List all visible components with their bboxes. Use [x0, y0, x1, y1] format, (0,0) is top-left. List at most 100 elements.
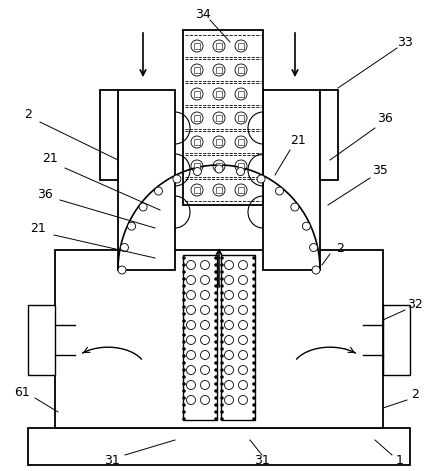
Bar	[216, 67, 222, 73]
Bar	[238, 43, 244, 49]
Circle shape	[220, 362, 223, 365]
Circle shape	[220, 277, 223, 281]
Circle shape	[225, 291, 233, 300]
Circle shape	[225, 381, 233, 390]
Circle shape	[225, 320, 233, 330]
Circle shape	[220, 270, 223, 274]
Circle shape	[191, 88, 203, 100]
Circle shape	[127, 222, 136, 230]
Circle shape	[215, 263, 218, 267]
Circle shape	[215, 165, 223, 173]
Circle shape	[183, 319, 186, 323]
Circle shape	[220, 411, 223, 414]
Circle shape	[220, 306, 223, 309]
Circle shape	[252, 404, 255, 406]
Bar	[28, 428, 410, 465]
Circle shape	[310, 244, 318, 252]
Circle shape	[252, 257, 255, 260]
Circle shape	[183, 368, 186, 372]
Circle shape	[215, 257, 218, 260]
Text: 35: 35	[372, 163, 388, 177]
Bar	[28, 305, 55, 375]
Circle shape	[120, 244, 128, 252]
Circle shape	[183, 333, 186, 336]
Circle shape	[215, 277, 218, 281]
Circle shape	[187, 260, 195, 269]
Circle shape	[183, 341, 186, 343]
Bar	[100, 90, 118, 180]
Circle shape	[201, 350, 209, 359]
Circle shape	[215, 390, 218, 392]
Text: 21: 21	[290, 133, 306, 146]
Circle shape	[252, 411, 255, 414]
Circle shape	[235, 88, 247, 100]
Bar	[238, 67, 244, 73]
Text: 31: 31	[104, 454, 120, 466]
Circle shape	[220, 292, 223, 294]
Circle shape	[183, 417, 186, 421]
Circle shape	[201, 396, 209, 405]
Circle shape	[187, 306, 195, 315]
Circle shape	[252, 319, 255, 323]
Circle shape	[183, 390, 186, 392]
Circle shape	[252, 382, 255, 385]
Bar	[238, 139, 244, 145]
Circle shape	[252, 417, 255, 421]
Circle shape	[213, 184, 225, 196]
Circle shape	[215, 292, 218, 294]
Circle shape	[252, 277, 255, 281]
Circle shape	[183, 411, 186, 414]
Circle shape	[213, 88, 225, 100]
Circle shape	[252, 270, 255, 274]
Text: 1: 1	[396, 454, 404, 466]
Bar	[194, 91, 200, 97]
Circle shape	[239, 291, 247, 300]
Circle shape	[220, 326, 223, 330]
Circle shape	[183, 299, 186, 301]
Text: 32: 32	[407, 299, 423, 311]
Bar	[216, 139, 222, 145]
Circle shape	[183, 257, 186, 260]
Circle shape	[220, 284, 223, 287]
Circle shape	[215, 284, 218, 287]
Circle shape	[225, 350, 233, 359]
Circle shape	[252, 348, 255, 350]
Circle shape	[220, 319, 223, 323]
Circle shape	[312, 266, 320, 274]
Circle shape	[215, 348, 218, 350]
Circle shape	[215, 333, 218, 336]
Circle shape	[139, 203, 147, 211]
Bar	[238, 163, 244, 169]
Circle shape	[239, 350, 247, 359]
Bar	[118, 90, 175, 270]
Bar	[194, 43, 200, 49]
Circle shape	[220, 355, 223, 357]
Circle shape	[239, 276, 247, 284]
Circle shape	[220, 341, 223, 343]
Circle shape	[187, 320, 195, 330]
Circle shape	[213, 136, 225, 148]
Circle shape	[225, 306, 233, 315]
Circle shape	[187, 291, 195, 300]
Circle shape	[237, 168, 244, 176]
Circle shape	[220, 257, 223, 260]
Circle shape	[183, 375, 186, 379]
Text: 36: 36	[377, 112, 393, 124]
Circle shape	[201, 260, 209, 269]
Circle shape	[187, 396, 195, 405]
Circle shape	[201, 276, 209, 284]
Bar	[194, 187, 200, 193]
Circle shape	[225, 396, 233, 405]
Bar	[216, 115, 222, 121]
Circle shape	[201, 335, 209, 344]
Text: 61: 61	[14, 385, 30, 398]
Text: 31: 31	[254, 454, 270, 466]
Circle shape	[220, 299, 223, 301]
Bar	[221, 255, 255, 420]
Circle shape	[191, 40, 203, 52]
Circle shape	[183, 326, 186, 330]
Bar	[383, 305, 410, 375]
Circle shape	[183, 277, 186, 281]
Circle shape	[239, 335, 247, 344]
Circle shape	[220, 333, 223, 336]
